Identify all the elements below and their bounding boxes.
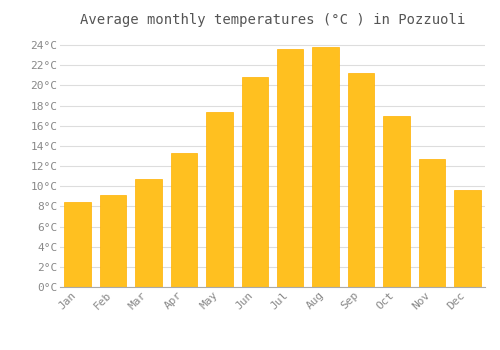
Bar (348, 73, 374, 287)
Bar (206, 112, 233, 287)
Bar (100, 195, 126, 287)
Title: Average monthly temperatures (°C ) in Pozzuoli: Average monthly temperatures (°C ) in Po… (80, 13, 465, 27)
Bar (312, 47, 339, 287)
Bar (418, 159, 445, 287)
Bar (242, 77, 268, 287)
Bar (64, 202, 91, 287)
Bar (170, 153, 197, 287)
Bar (454, 190, 480, 287)
Bar (383, 116, 409, 287)
Bar (277, 49, 303, 287)
Bar (136, 179, 162, 287)
